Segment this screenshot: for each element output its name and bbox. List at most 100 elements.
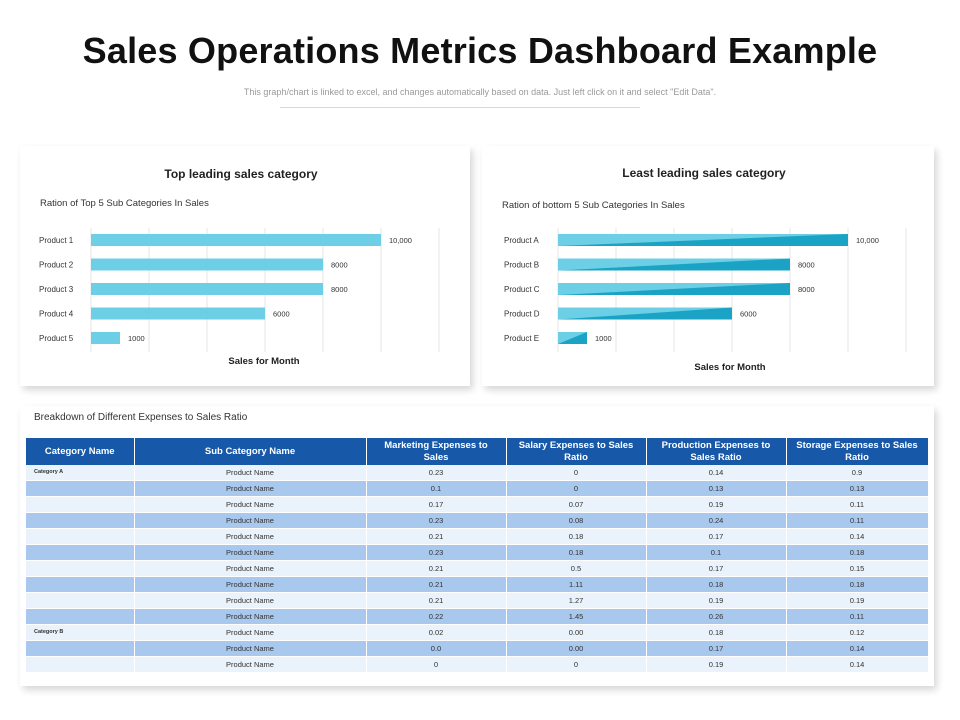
least-data-label: 10,000 — [856, 236, 879, 245]
table-cell: 0 — [366, 656, 507, 673]
least-category-label: Product A — [504, 236, 539, 245]
table-cell: 0.9 — [786, 465, 929, 481]
table-cell: 0.17 — [646, 528, 787, 545]
table-cell: Product Name — [134, 560, 367, 577]
table-row[interactable]: Product Name 0.21 0.18 0.17 0.14 — [26, 528, 929, 545]
least-category-label: Product E — [504, 334, 539, 343]
table-cell: 0.26 — [646, 608, 787, 625]
least-bar-shade — [558, 307, 732, 320]
table-row[interactable]: Product Name 0.1 0 0.13 0.13 — [26, 480, 929, 497]
table-cell: 0.18 — [786, 576, 929, 593]
table-cell: 0.07 — [506, 496, 647, 513]
table-row[interactable]: Product Name 0.22 1.45 0.26 0.11 — [26, 608, 929, 625]
table-cell: 0.1 — [366, 480, 507, 497]
top-category-label: Product 2 — [39, 261, 74, 270]
column-header[interactable]: Salary Expenses to Sales Ratio — [506, 438, 647, 465]
table-cell: 0.15 — [786, 560, 929, 577]
table-cell: 0.14 — [786, 656, 929, 673]
table-row[interactable]: Product Name 0.23 0.18 0.1 0.18 — [26, 544, 929, 561]
table-cell: Product Name — [134, 640, 367, 657]
table-cell: 0.00 — [506, 624, 647, 641]
least-data-label: 8000 — [798, 261, 815, 270]
table-cell: 1.45 — [506, 608, 647, 625]
least-data-label: 1000 — [595, 334, 612, 343]
table-row[interactable]: Product Name 0.23 0.08 0.24 0.11 — [26, 512, 929, 529]
least-category-label: Product C — [504, 285, 540, 294]
category-cell — [26, 560, 135, 577]
top-bar[interactable] — [91, 234, 381, 246]
category-cell — [26, 592, 135, 609]
table-cell: 0.12 — [786, 624, 929, 641]
table-cell: 0.13 — [646, 480, 787, 497]
least-bar-shade — [558, 234, 848, 246]
least-sales-chart-panel: Least leading sales category Ration of bo… — [482, 146, 934, 386]
least-category-label: Product B — [504, 261, 539, 270]
expenses-table[interactable]: Category Name Sub Category Name Marketing … — [26, 438, 929, 673]
table-cell: 0.18 — [506, 544, 647, 561]
category-cell — [26, 656, 135, 673]
table-row[interactable]: Product Name 0.21 0.5 0.17 0.15 — [26, 560, 929, 577]
column-header[interactable]: Sub Category Name — [134, 438, 367, 465]
table-row[interactable]: Product Name 0.21 1.11 0.18 0.18 — [26, 576, 929, 593]
table-cell: Product Name — [134, 512, 367, 529]
top-bar[interactable] — [91, 283, 323, 295]
table-cell: 0.23 — [366, 544, 507, 561]
table-cell: 0.24 — [646, 512, 787, 529]
table-cell: Product Name — [134, 656, 367, 673]
top-data-label: 1000 — [128, 334, 145, 343]
table-cell: 0.5 — [506, 560, 647, 577]
category-cell — [26, 512, 135, 529]
table-row[interactable]: Product Name 0 0 0.19 0.14 — [26, 656, 929, 673]
table-row[interactable]: Category A Product Name 0.23 0 0.14 0.9 — [26, 465, 929, 481]
top-sales-bar-chart[interactable]: Top leading sales category Ration of Top … — [20, 146, 470, 386]
table-cell: 0.14 — [646, 465, 787, 481]
top-category-label: Product 4 — [39, 310, 74, 319]
top-data-label: 8000 — [331, 261, 348, 270]
table-cell: 0.0 — [366, 640, 507, 657]
column-header[interactable]: Storage Expenses to Sales Ratio — [786, 438, 929, 465]
table-cell: 0.17 — [646, 560, 787, 577]
table-cell: 0.13 — [786, 480, 929, 497]
least-bar-shade — [558, 332, 587, 344]
page-title: Sales Operations Metrics Dashboard Examp… — [82, 30, 878, 71]
top-bar[interactable] — [91, 332, 120, 344]
table-cell: 0.18 — [506, 528, 647, 545]
table-cell: 0.18 — [646, 624, 787, 641]
table-row[interactable]: Product Name 0.21 1.27 0.19 0.19 — [26, 592, 929, 609]
column-header[interactable]: Category Name — [26, 438, 135, 465]
table-cell: 0.22 — [366, 608, 507, 625]
table-cell: 0.14 — [786, 528, 929, 545]
least-sales-bar-chart[interactable]: Least leading sales category Ration of bo… — [482, 146, 934, 386]
top-chart-title: Top leading sales category — [164, 167, 317, 181]
table-cell: Product Name — [134, 624, 367, 641]
top-data-label: 10,000 — [389, 236, 412, 245]
table-cell: 0.21 — [366, 528, 507, 545]
table-cell: Product Name — [134, 544, 367, 561]
category-cell — [26, 480, 135, 497]
table-cell: 0.02 — [366, 624, 507, 641]
table-cell: 0.21 — [366, 576, 507, 593]
category-cell — [26, 576, 135, 593]
table-cell: 0.00 — [506, 640, 647, 657]
table-cell: 0.14 — [786, 640, 929, 657]
table-cell: Product Name — [134, 480, 367, 497]
top-bar[interactable] — [91, 307, 265, 320]
top-bar[interactable] — [91, 258, 323, 271]
table-cell: 0.11 — [786, 496, 929, 513]
subtitle-divider — [280, 107, 640, 108]
top-sales-chart-panel: Top leading sales category Ration of Top … — [20, 146, 470, 386]
column-header[interactable]: Production Expenses to Sales Ratio — [646, 438, 787, 465]
category-cell — [26, 496, 135, 513]
table-cell: 0.08 — [506, 512, 647, 529]
least-bar-shade — [558, 283, 790, 295]
table-cell: Product Name — [134, 576, 367, 593]
top-category-label: Product 3 — [39, 285, 74, 294]
table-row[interactable]: Product Name 0.17 0.07 0.19 0.11 — [26, 496, 929, 513]
table-cell: 0.1 — [646, 544, 787, 561]
table-row[interactable]: Category B Product Name 0.02 0.00 0.18 0.12 — [26, 624, 929, 641]
least-category-label: Product D — [504, 310, 540, 319]
column-header[interactable]: Marketing Expenses to Sales — [366, 438, 507, 465]
table-row[interactable]: Product Name 0.0 0.00 0.17 0.14 — [26, 640, 929, 657]
category-cell — [26, 640, 135, 657]
table-cell: 0.21 — [366, 592, 507, 609]
